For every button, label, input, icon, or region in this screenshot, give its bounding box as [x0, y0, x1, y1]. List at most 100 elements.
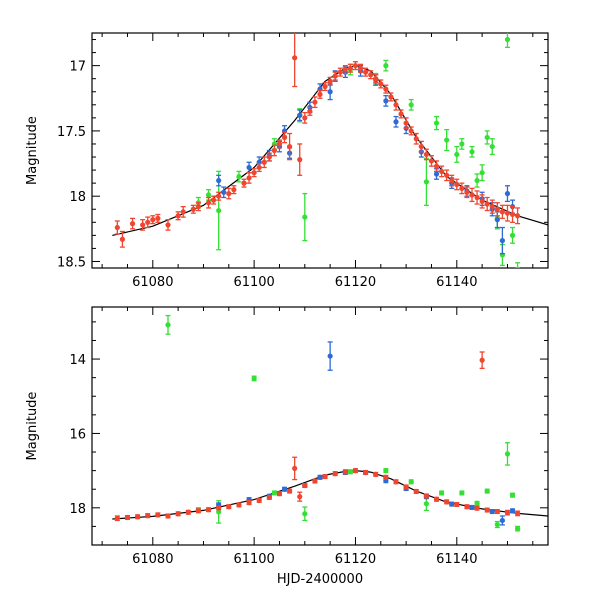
- data-point: [383, 474, 389, 480]
- data-point: [378, 81, 384, 87]
- data-point: [165, 222, 171, 228]
- data-point: [413, 136, 419, 142]
- data-point: [251, 170, 257, 176]
- data-point: [484, 201, 490, 207]
- data-point: [292, 55, 298, 61]
- x-tick-label: 61080: [132, 275, 173, 290]
- data-point: [256, 164, 262, 171]
- data-point: [383, 98, 389, 104]
- data-point: [474, 500, 480, 506]
- data-point: [474, 177, 480, 184]
- data-point: [302, 511, 308, 517]
- data-point: [469, 504, 475, 511]
- data-point: [205, 192, 212, 198]
- data-point: [504, 451, 511, 457]
- data-point: [266, 154, 272, 160]
- data-point: [302, 482, 308, 489]
- data-point: [155, 512, 161, 518]
- plot-area: [112, 314, 548, 532]
- data-point: [302, 115, 308, 121]
- x-tick-label: 61100: [233, 275, 274, 290]
- x-tick-label: 61100: [233, 552, 274, 567]
- y-tick-label: 18: [69, 502, 86, 517]
- data-point: [145, 513, 151, 519]
- data-point: [327, 353, 333, 359]
- data-point: [124, 514, 131, 521]
- data-point: [474, 505, 480, 511]
- data-point: [464, 504, 470, 510]
- y-tick-label: 16: [69, 427, 86, 442]
- data-point: [484, 488, 490, 494]
- data-point: [302, 214, 308, 220]
- data-point: [251, 375, 257, 381]
- data-point: [454, 151, 460, 158]
- y-tick-label: 18.5: [57, 255, 86, 270]
- data-point: [119, 236, 125, 242]
- data-point: [439, 168, 445, 174]
- data-point: [403, 120, 409, 126]
- data-point: [433, 120, 440, 126]
- data-point: [175, 213, 181, 219]
- data-point: [195, 204, 201, 210]
- data-point: [459, 490, 465, 496]
- data-point: [216, 207, 222, 214]
- data-point: [499, 209, 505, 215]
- data-point: [216, 505, 222, 511]
- series-red: [114, 351, 521, 522]
- data-point: [246, 175, 252, 181]
- data-point: [205, 200, 212, 206]
- data-point: [373, 471, 379, 477]
- data-point: [423, 179, 429, 185]
- data-point: [195, 508, 201, 514]
- data-point: [489, 508, 495, 515]
- data-point: [352, 63, 359, 69]
- data-point: [494, 217, 500, 223]
- data-point: [221, 189, 227, 195]
- series-red: [114, 33, 521, 248]
- y-tick-label: 14: [69, 353, 86, 368]
- data-point: [515, 510, 521, 516]
- data-point: [449, 501, 455, 507]
- data-point: [393, 479, 399, 485]
- panel-bottom: 61080 61100 61120 61140 14 16 18 Magnitude HJD-2…: [25, 306, 549, 587]
- data-point: [368, 72, 374, 78]
- data-point: [499, 237, 505, 244]
- data-point: [484, 507, 490, 513]
- data-point: [297, 157, 303, 163]
- data-point: [185, 509, 191, 515]
- data-point: [236, 174, 242, 180]
- data-point: [433, 496, 440, 502]
- data-point: [352, 468, 359, 474]
- data-point: [216, 193, 222, 199]
- data-point: [423, 151, 429, 158]
- data-point: [114, 515, 120, 521]
- x-tick-label: 61080: [132, 552, 173, 567]
- data-point: [454, 501, 460, 508]
- data-point: [433, 163, 440, 169]
- y-tick-label: 17: [69, 60, 86, 75]
- data-point: [494, 508, 500, 515]
- data-point: [241, 180, 247, 186]
- data-point: [271, 490, 277, 496]
- data-point: [216, 509, 222, 515]
- data-point: [504, 210, 511, 216]
- x-axis-label: HJD-2400000: [277, 572, 363, 587]
- data-point: [140, 222, 146, 228]
- data-point: [383, 86, 389, 92]
- data-point: [297, 494, 303, 500]
- data-point: [479, 357, 485, 363]
- data-point: [515, 526, 521, 532]
- data-point: [317, 91, 323, 97]
- x-tick-label: 61120: [335, 275, 376, 290]
- data-point: [337, 69, 343, 75]
- data-point: [297, 112, 303, 118]
- y-tick-label: 18: [69, 190, 86, 205]
- data-point: [165, 322, 171, 328]
- data-point: [408, 102, 414, 108]
- data-point: [459, 141, 465, 147]
- data-point: [484, 134, 490, 141]
- data-point: [317, 474, 323, 480]
- data-point: [332, 73, 338, 79]
- data-point: [266, 494, 272, 500]
- data-point: [444, 499, 450, 505]
